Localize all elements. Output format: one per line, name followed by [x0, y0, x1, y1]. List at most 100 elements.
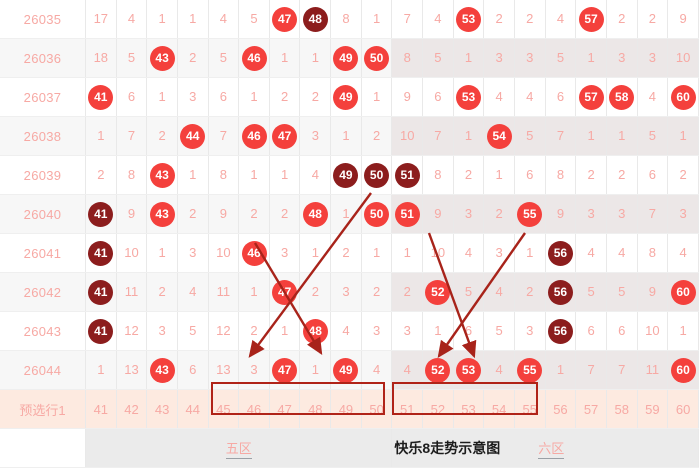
cell-miss-count[interactable]: 9	[391, 77, 424, 117]
preselect-number[interactable]: 58	[606, 389, 638, 429]
cell-hit-ball[interactable]: 44	[177, 116, 209, 156]
cell-miss-count[interactable]: 4	[545, 0, 577, 39]
cell-hit-ball[interactable]: 41	[85, 233, 117, 273]
cell-miss-count[interactable]: 11	[116, 272, 148, 312]
cell-hit-ball[interactable]: 41	[85, 272, 117, 312]
cell-miss-count[interactable]: 13	[116, 350, 148, 390]
cell-hit-ball[interactable]: 58	[606, 77, 638, 117]
preselect-number[interactable]: 57	[575, 389, 607, 429]
cell-hit-ball[interactable]: 49	[330, 38, 362, 78]
cell-hit-ball[interactable]: 41	[85, 311, 117, 351]
cell-miss-count[interactable]: 4	[606, 233, 638, 273]
cell-miss-count[interactable]: 2	[575, 155, 607, 195]
cell-miss-count[interactable]: 8	[545, 155, 577, 195]
cell-miss-count[interactable]: 10	[116, 233, 148, 273]
cell-miss-count[interactable]: 1	[299, 38, 332, 78]
cell-miss-count[interactable]: 3	[514, 38, 546, 78]
cell-miss-count[interactable]: 5	[116, 38, 148, 78]
cell-miss-count[interactable]: 1	[85, 116, 117, 156]
cell-miss-count[interactable]: 2	[637, 0, 669, 39]
preselect-number[interactable]: 41	[85, 389, 117, 429]
cell-miss-count[interactable]: 6	[208, 77, 240, 117]
cell-miss-count[interactable]: 3	[269, 233, 301, 273]
cell-hit-ball[interactable]: 60	[667, 272, 699, 312]
cell-miss-count[interactable]: 3	[177, 233, 209, 273]
cell-miss-count[interactable]: 2	[667, 155, 699, 195]
cell-miss-count[interactable]: 2	[606, 155, 638, 195]
cell-miss-count[interactable]: 1	[575, 116, 607, 156]
cell-hit-ball[interactable]: 53	[453, 77, 485, 117]
cell-miss-count[interactable]: 7	[422, 116, 454, 156]
cell-miss-count[interactable]: 6	[453, 311, 485, 351]
cell-miss-count[interactable]: 2	[146, 116, 178, 156]
cell-miss-count[interactable]: 1	[146, 233, 178, 273]
cell-miss-count[interactable]: 11	[637, 350, 669, 390]
preselect-number[interactable]: 50	[361, 389, 393, 429]
cell-miss-count[interactable]: 9	[116, 194, 148, 234]
cell-miss-count[interactable]: 3	[667, 194, 699, 234]
cell-miss-count[interactable]: 5	[637, 116, 669, 156]
preselect-number[interactable]: 52	[422, 389, 454, 429]
cell-hit-ball[interactable]: 41	[85, 194, 117, 234]
cell-miss-count[interactable]: 4	[483, 272, 515, 312]
cell-miss-count[interactable]: 7	[208, 116, 240, 156]
cell-miss-count[interactable]: 3	[606, 38, 638, 78]
cell-miss-count[interactable]: 7	[637, 194, 669, 234]
cell-miss-count[interactable]: 10	[637, 311, 669, 351]
cell-miss-count[interactable]: 1	[269, 311, 301, 351]
cell-miss-count[interactable]: 2	[514, 272, 546, 312]
cell-hit-ball[interactable]: 50	[361, 194, 393, 234]
cell-miss-count[interactable]: 6	[177, 350, 209, 390]
cell-miss-count[interactable]: 3	[606, 194, 638, 234]
cell-miss-count[interactable]: 2	[177, 38, 209, 78]
cell-hit-ball[interactable]: 43	[146, 38, 178, 78]
cell-miss-count[interactable]: 1	[483, 155, 515, 195]
cell-hit-ball[interactable]: 47	[269, 116, 301, 156]
cell-miss-count[interactable]: 4	[667, 233, 699, 273]
cell-miss-count[interactable]: 2	[453, 155, 485, 195]
cell-hit-ball[interactable]: 48	[299, 194, 332, 234]
cell-miss-count[interactable]: 3	[453, 194, 485, 234]
cell-miss-count[interactable]: 1	[453, 116, 485, 156]
cell-miss-count[interactable]: 2	[361, 272, 393, 312]
cell-miss-count[interactable]: 1	[330, 116, 362, 156]
cell-miss-count[interactable]: 10	[391, 116, 424, 156]
cell-miss-count[interactable]: 11	[208, 272, 240, 312]
cell-miss-count[interactable]: 3	[483, 38, 515, 78]
cell-miss-count[interactable]: 3	[391, 311, 424, 351]
preselect-number[interactable]: 43	[146, 389, 178, 429]
cell-miss-count[interactable]: 1	[299, 233, 332, 273]
cell-miss-count[interactable]: 5	[238, 0, 270, 39]
cell-miss-count[interactable]: 2	[177, 194, 209, 234]
cell-miss-count[interactable]: 4	[116, 0, 148, 39]
cell-miss-count[interactable]: 1	[667, 116, 699, 156]
cell-miss-count[interactable]: 3	[177, 77, 209, 117]
preselect-number[interactable]: 60	[667, 389, 699, 429]
cell-miss-count[interactable]: 2	[238, 311, 270, 351]
cell-miss-count[interactable]: 2	[299, 77, 332, 117]
cell-hit-ball[interactable]: 47	[269, 272, 301, 312]
cell-miss-count[interactable]: 2	[269, 77, 301, 117]
cell-miss-count[interactable]: 3	[514, 311, 546, 351]
cell-hit-ball[interactable]: 43	[146, 194, 178, 234]
preselect-number[interactable]: 51	[391, 389, 424, 429]
cell-hit-ball[interactable]: 56	[545, 233, 577, 273]
cell-miss-count[interactable]: 2	[361, 116, 393, 156]
cell-hit-ball[interactable]: 43	[146, 155, 178, 195]
cell-miss-count[interactable]: 3	[575, 194, 607, 234]
cell-miss-count[interactable]: 12	[208, 311, 240, 351]
cell-hit-ball[interactable]: 50	[361, 38, 393, 78]
cell-miss-count[interactable]: 1	[667, 311, 699, 351]
preselect-number[interactable]: 56	[545, 389, 577, 429]
cell-miss-count[interactable]: 9	[545, 194, 577, 234]
cell-hit-ball[interactable]: 48	[299, 0, 332, 39]
cell-miss-count[interactable]: 2	[391, 272, 424, 312]
cell-miss-count[interactable]: 2	[299, 272, 332, 312]
cell-miss-count[interactable]: 6	[575, 311, 607, 351]
cell-miss-count[interactable]: 4	[514, 77, 546, 117]
preselect-number[interactable]: 44	[177, 389, 209, 429]
cell-hit-ball[interactable]: 48	[299, 311, 332, 351]
zone-selection-box-5[interactable]	[211, 382, 385, 415]
cell-miss-count[interactable]: 1	[422, 311, 454, 351]
cell-hit-ball[interactable]: 57	[575, 0, 607, 39]
